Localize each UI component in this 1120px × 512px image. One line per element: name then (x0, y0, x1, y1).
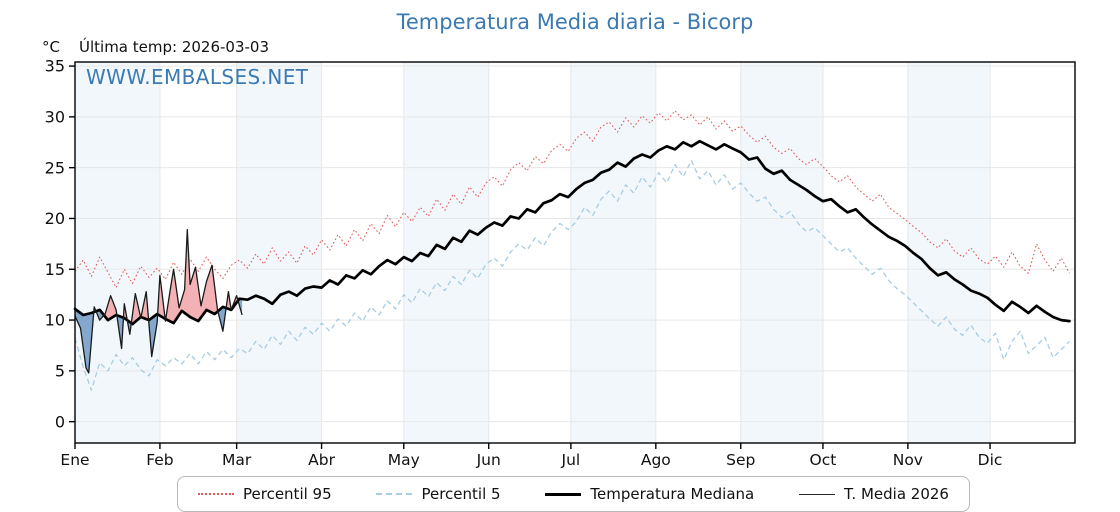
y-tick-label: 0 (55, 412, 65, 431)
t2026-line-sample-icon (799, 494, 835, 495)
y-tick-label: 35 (45, 57, 65, 76)
x-tick-label: Ene (60, 451, 89, 469)
x-tick-label: May (388, 451, 420, 469)
x-tick-label: Jul (561, 451, 581, 469)
legend-label: Percentil 5 (421, 485, 500, 503)
month-band (75, 62, 160, 443)
month-band (404, 62, 489, 443)
month-band (571, 62, 656, 443)
median-line-sample-icon (545, 493, 581, 496)
chart-title: Temperatura Media diaria - Bicorp (75, 10, 1075, 34)
x-tick-label: Feb (146, 451, 173, 469)
month-band (908, 62, 990, 443)
y-tick-label: 25 (45, 158, 65, 177)
p95-line-sample-icon (198, 493, 234, 495)
x-tick-label: Jun (476, 451, 501, 469)
x-tick-label: Abr (308, 451, 335, 469)
y-tick-label: 5 (55, 361, 65, 380)
x-tick-label: Nov (893, 451, 923, 469)
x-tick-label: Sep (726, 451, 755, 469)
legend-label: Temperatura Mediana (590, 485, 754, 503)
legend-item-percentil-5: Percentil 5 (376, 485, 500, 503)
temperature-chart-page: { "title": "Temperatura Media diaria - B… (0, 0, 1120, 500)
x-tick-label: Ago (641, 451, 671, 469)
legend-item-percentil-95: Percentil 95 (198, 485, 332, 503)
month-band (741, 62, 823, 443)
watermark: WWW.EMBALSES.NET (86, 65, 308, 89)
y-tick-label: 30 (45, 107, 65, 126)
legend: Percentil 95 Percentil 5 Temperatura Med… (177, 476, 970, 512)
x-tick-label: Mar (222, 451, 252, 469)
legend-label: T. Media 2026 (844, 485, 949, 503)
legend-item-t-media-2026: T. Media 2026 (799, 485, 949, 503)
legend-label: Percentil 95 (243, 485, 332, 503)
fill-above-median (166, 230, 218, 324)
y-tick-label: 15 (45, 260, 65, 279)
y-tick-label: 20 (45, 209, 65, 228)
month-band (237, 62, 322, 443)
x-tick-label: Dic (978, 451, 1003, 469)
y-axis-unit-label: °C (42, 38, 60, 56)
last-temp-label: Última temp: 2026-03-03 (79, 38, 269, 56)
y-tick-label: 10 (45, 311, 65, 330)
p5-line-sample-icon (376, 493, 412, 495)
x-tick-label: Oct (810, 451, 837, 469)
legend-item-mediana: Temperatura Mediana (545, 485, 754, 503)
